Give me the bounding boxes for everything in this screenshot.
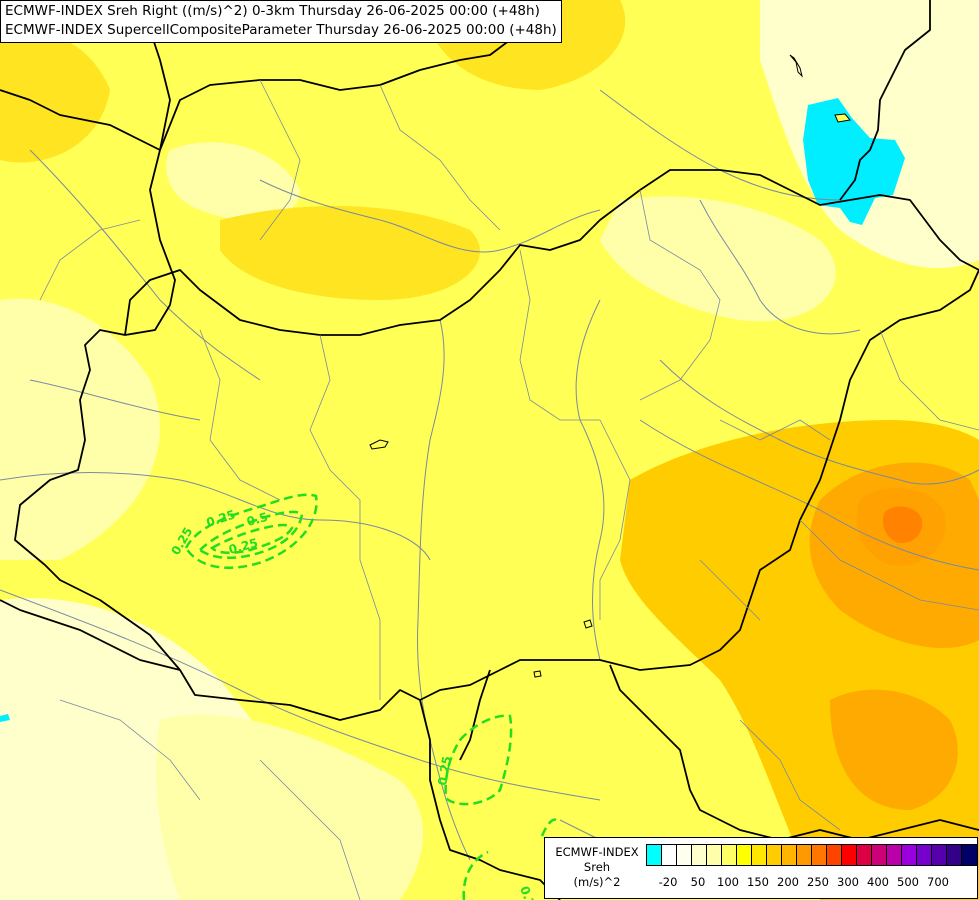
legend-tick-label: 100 [717,875,739,889]
legend-title-line1: ECMWF-INDEX [555,845,639,859]
legend-tick-label: 300 [837,875,859,889]
legend-swatch [782,845,797,865]
legend-swatch [842,845,857,865]
field-light-west [0,298,160,560]
field-light-northeast-valley [600,196,836,322]
legend-swatch [917,845,932,865]
legend-color-scale [646,844,978,866]
field-light-north [166,142,300,221]
legend-title-line2: Sreh [583,860,611,874]
legend-tick-label: 500 [897,875,919,889]
field-orange-core-surround [856,488,946,566]
scp-contours [184,493,557,900]
legend-swatch [767,845,782,865]
legend-swatch [887,845,902,865]
legend-swatch [677,845,692,865]
legend-swatch [962,845,977,865]
field-cyan-fleck [0,714,10,722]
legend-swatch [902,845,917,865]
color-legend: ECMWF-INDEX Sreh (m/s)^2 -20 50 100 150 200 2… [544,837,978,899]
field-medium-northwest [0,32,110,163]
legend-swatch [872,845,887,865]
field-orange-southeast [830,689,958,810]
legend-tick-label: 150 [747,875,769,889]
lake-small-1 [834,113,851,123]
map-title-box: ECMWF-INDEX Sreh Right ((m/s)^2) 0-3km T… [0,0,562,43]
legend-swatch [692,845,707,865]
legend-swatch [737,845,752,865]
lake-small-2 [583,619,593,629]
legend-swatch [662,845,677,865]
legend-swatch [722,845,737,865]
field-cyan-negative [803,98,905,225]
field-pale-northeast [760,0,979,269]
rivers [0,89,979,881]
legend-swatch [932,845,947,865]
map-title-line1: ECMWF-INDEX Sreh Right ((m/s)^2) 0-3km T… [5,3,540,19]
legend-title-line3: (m/s)^2 [573,875,621,889]
legend-swatch [827,845,842,865]
legend-tick-label: 50 [690,875,706,889]
field-light-south [156,714,424,900]
lake-north-east [789,54,803,78]
map-title-line2: ECMWF-INDEX SupercellCompositeParameter … [5,22,557,38]
legend-tick-label: -20 [658,875,678,889]
field-medium-north [220,206,480,300]
legend-swatch [812,845,827,865]
region-borders [39,79,979,900]
legend-swatch [707,845,722,865]
legend-tick-labels: -20 50 100 150 200 250 300 400 500 700 [646,875,976,891]
legend-swatch [947,845,962,865]
legend-tick-label: 200 [777,875,799,889]
lake-balaton [369,439,389,450]
contour-label: 0.5 [245,510,269,529]
legend-swatch [857,845,872,865]
legend-tick-label: 400 [867,875,889,889]
legend-tick-label: 700 [927,875,949,889]
legend-swatch [752,845,767,865]
legend-tick-label: 250 [807,875,829,889]
contour-label: 0.25 [435,755,454,787]
legend-title: ECMWF-INDEX Sreh (m/s)^2 [551,845,643,890]
legend-swatch [647,845,662,865]
lake-small-3 [533,670,542,678]
legend-swatch [797,845,812,865]
